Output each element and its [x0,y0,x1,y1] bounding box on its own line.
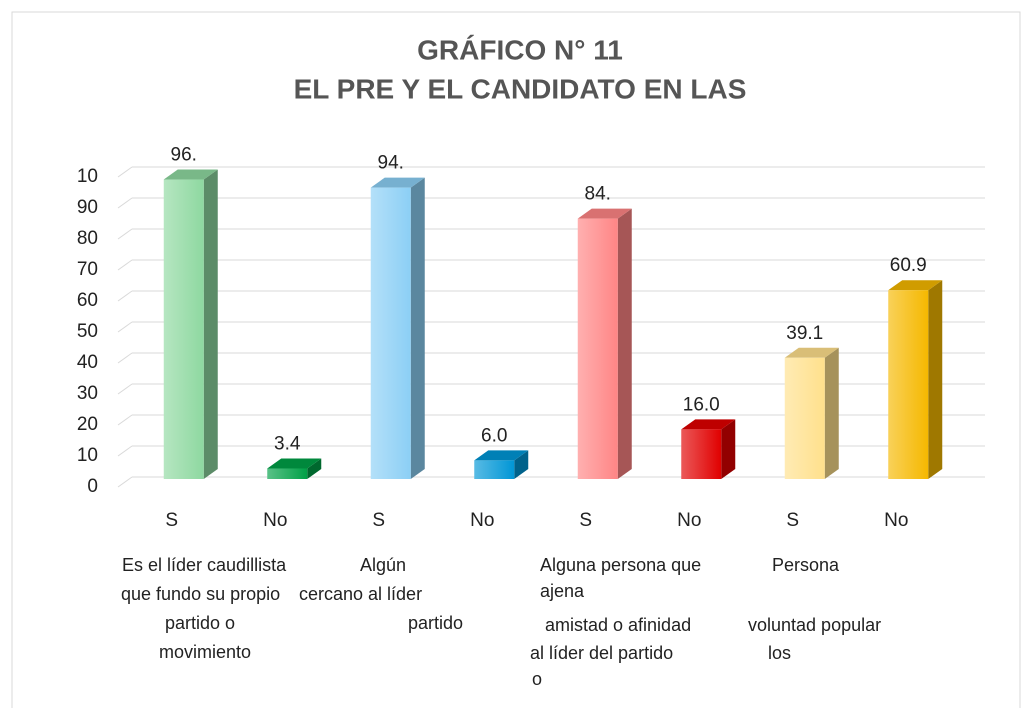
group-label: los [768,643,791,663]
grid-line [117,476,133,488]
group-label: amistad o afinidad [545,615,691,635]
y-tick-label: 60 [77,290,98,311]
data-label: 96. [171,145,197,166]
bar-side [617,208,632,479]
group-label: movimiento [159,642,251,662]
grid-line [117,166,133,178]
y-tick-label: 90 [77,197,98,218]
chart-title: EL PRE Y EL CANDIDATO EN LAS [294,73,747,104]
group-label: Alguna persona que [540,555,701,575]
x-tick-label: No [263,510,287,531]
group-label: cercano al líder [299,584,422,604]
bar-top [267,458,322,469]
y-tick-label: 80 [77,228,98,249]
x-tick-label: No [677,510,701,531]
bar-side [307,458,322,479]
group-label: al líder del partido [530,643,673,663]
bar-top [784,347,839,358]
bar-side [824,347,839,479]
bar [784,357,825,479]
grid-line [117,321,133,333]
x-tick-label: S [165,510,178,531]
group-label: ajena [540,581,585,601]
y-tick-label: 50 [77,321,98,342]
grid-line [117,228,133,240]
bar-side [928,280,943,479]
grid-line [117,290,133,302]
x-tick-label: S [579,510,592,531]
group-label: o [532,669,542,689]
data-label: 6.0 [481,425,507,446]
chart-title: GRÁFICO N° 11 [417,34,623,65]
bar [577,218,618,479]
bar-top [370,177,425,188]
group-label: Persona [772,555,840,575]
bar-side [203,169,218,480]
data-label: 60.9 [890,255,927,276]
grid-line [117,414,133,426]
group-label: que fundo su propio [121,584,280,604]
group-label: Es el líder caudillista [122,555,287,575]
bar-top [163,169,218,180]
bar-side [410,177,425,479]
data-label: 16.0 [683,394,720,415]
grid-line [117,383,133,395]
group-label: voluntad popular [748,615,881,635]
grid-line [117,259,133,271]
bar-side [721,419,736,479]
bar [267,468,308,479]
bar [681,429,722,479]
data-label: 94. [378,153,404,174]
grid-line [117,352,133,364]
data-label: 84. [585,184,611,205]
y-tick-label: 20 [77,414,98,435]
bar-top [474,450,529,461]
grid-line [117,445,133,457]
bar-top [681,419,736,430]
group-labels: Es el líder caudillista que fundo su pro… [121,555,881,689]
grid-line [117,197,133,209]
bar [474,460,515,479]
group-label: partido o [165,613,235,633]
bar [163,179,204,480]
bar [888,290,929,479]
y-tick-label: 0 [87,476,98,497]
group-label: Algún [360,555,406,575]
y-tick-label: 30 [77,383,98,404]
y-tick-label: 10 [77,445,98,466]
x-tick-label: S [372,510,385,531]
x-tick-label: No [884,510,908,531]
y-tick-label: 40 [77,352,98,373]
data-label: 3.4 [274,433,301,454]
bar-top [888,280,943,291]
data-label: 39.1 [786,323,823,344]
y-tick-label: 10 [77,166,98,187]
bar [370,187,411,479]
x-tick-label: S [786,510,799,531]
group-label: partido [408,613,463,633]
bar-side [514,450,529,479]
bar-top [577,208,632,219]
x-tick-label: No [470,510,494,531]
y-tick-label: 70 [77,259,98,280]
